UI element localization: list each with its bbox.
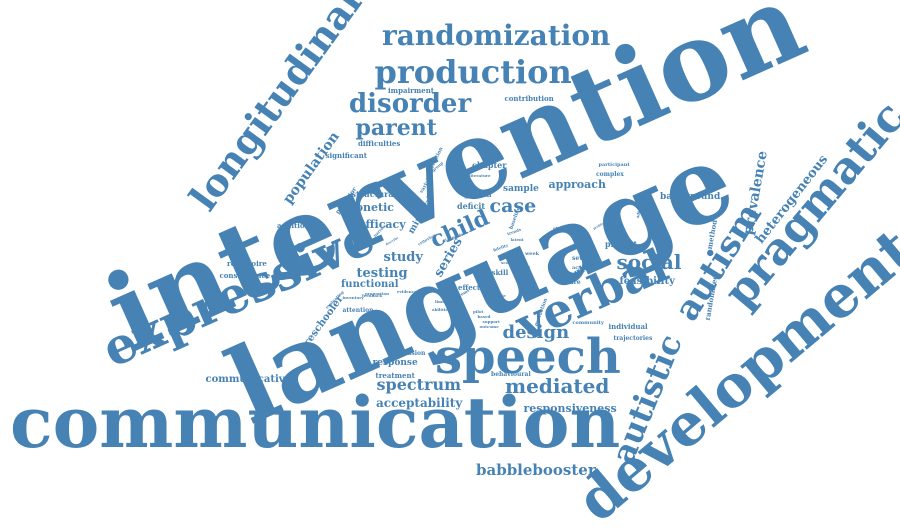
cloud-word-latent: latent [510, 237, 524, 242]
cloud-word-disorder: disorder [349, 89, 472, 119]
cloud-word-conclusion: conclusion [389, 350, 426, 357]
cloud-word-attention: attention [342, 307, 374, 314]
cloud-word-score: score [501, 260, 514, 265]
cloud-word-future: future [559, 279, 581, 286]
cloud-word-growth: growth [464, 189, 492, 199]
cloud-word-additional: additional [277, 220, 317, 230]
cloud-word-predict: predict [605, 239, 638, 249]
cloud-word-studies: studies [553, 225, 574, 232]
cloud-word-limited: limited [435, 299, 451, 304]
cloud-word-advocate: advocate [486, 293, 506, 298]
cloud-word-week: week [525, 250, 540, 257]
cloud-word-communication: communication [10, 381, 621, 464]
cloud-word-proportion: proportion [365, 291, 390, 296]
cloud-word-individual: individual [608, 321, 648, 331]
cloud-word-outcome: outcome [479, 324, 499, 329]
cloud-word-feedback: feedback [362, 293, 383, 298]
cloud-word-difficulties: difficulties [358, 138, 401, 148]
cloud-word-communicative: communicative [205, 374, 291, 385]
cloud-word-case: case [489, 194, 537, 217]
cloud-word-skill: skill [491, 267, 509, 277]
cloud-word-production: production [374, 53, 572, 91]
cloud-word-functional: functional [341, 279, 399, 290]
cloud-word-testing: testing [356, 265, 408, 281]
cloud-word-participant: participant [598, 161, 630, 168]
cloud-word-based: based [477, 314, 491, 319]
cloud-word-acceptability: acceptability [376, 396, 463, 410]
cloud-word-severity: severity [572, 255, 599, 262]
cloud-word-spectrum: spectrum [376, 375, 462, 394]
cloud-word-sample: sample [503, 183, 539, 194]
cloud-word-study: study [383, 249, 423, 265]
cloud-word-inventory: inventory [342, 295, 364, 300]
cloud-word-contribution: contribution [504, 93, 554, 103]
cloud-word-parent: parent [355, 115, 437, 141]
cloud-word-feasibility: feasibility [619, 276, 675, 287]
cloud-word-impairment: impairment [388, 85, 435, 95]
cloud-word-approach: approach [548, 177, 606, 191]
cloud-word-speech: speech [435, 329, 621, 385]
cloud-word-trajectories: trajectories [613, 335, 653, 342]
cloud-word-significant: significant [325, 150, 367, 160]
cloud-word-randomization: randomization [382, 19, 611, 52]
cloud-word-design: design [502, 322, 570, 343]
cloud-word-evidence: evidence [397, 289, 417, 294]
cloud-word-babblebooster: babblebooster [476, 460, 596, 479]
cloud-word-repertoire: repertoire [227, 258, 267, 268]
cloud-word-total: total [522, 264, 530, 269]
cloud-word-consequence: consequence [219, 270, 271, 280]
cloud-word-support: support [482, 319, 500, 324]
cloud-word-social: social [616, 250, 682, 274]
cloud-word-responsiveness: responsiveness [523, 401, 617, 415]
cloud-word-mediated: mediated [505, 374, 610, 398]
cloud-word-response: response [372, 357, 418, 368]
cloud-word-efficacy: efficacy [358, 217, 406, 231]
cloud-word-academic: academic [572, 264, 599, 271]
cloud-word-treatment: treatment [375, 370, 415, 380]
cloud-word-pilot: pilot [473, 309, 484, 314]
cloud-word-effect: effect [458, 282, 481, 292]
cloud-word-abilities: abilities [432, 307, 451, 312]
cloud-word-structural: structural [351, 189, 397, 199]
cloud-word-complex: complex [596, 171, 624, 178]
cloud-word-deficit: deficit [457, 201, 486, 211]
cloud-word-chapter: chapter [472, 160, 507, 170]
cloud-word-phonetic: phonetic [340, 200, 394, 214]
cloud-word-background: background [660, 191, 721, 202]
cloud-word-literature: literature [469, 173, 491, 178]
cloud-word-community: community [572, 319, 604, 326]
cloud-word-behavioural: behavioural [491, 371, 531, 378]
